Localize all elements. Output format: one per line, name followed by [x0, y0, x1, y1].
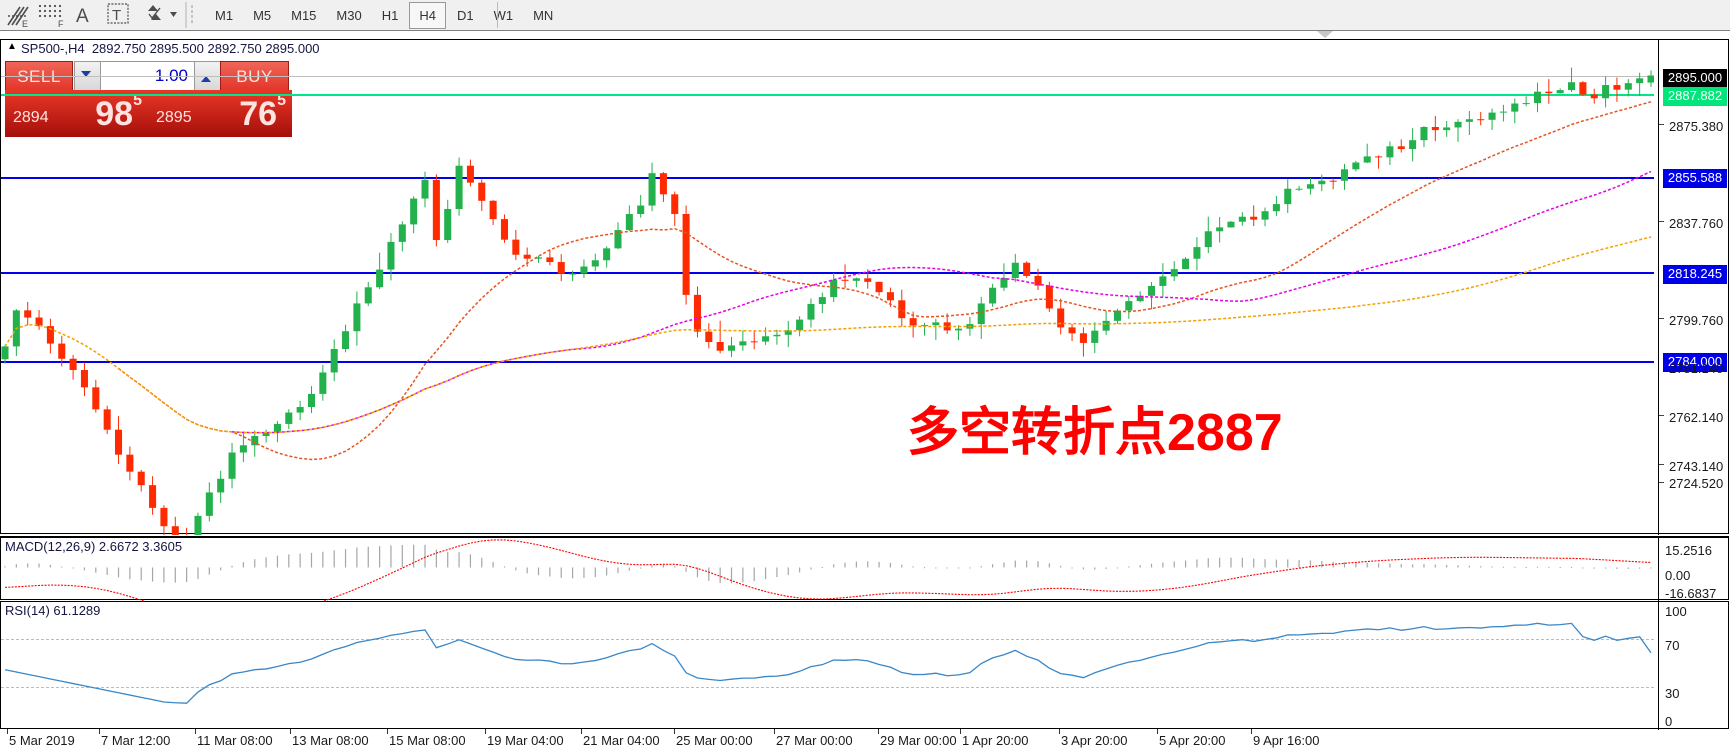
- svg-text:F: F: [58, 19, 64, 29]
- svg-text:E: E: [22, 19, 28, 29]
- svg-text:T: T: [112, 7, 121, 24]
- svg-text:A: A: [76, 6, 89, 27]
